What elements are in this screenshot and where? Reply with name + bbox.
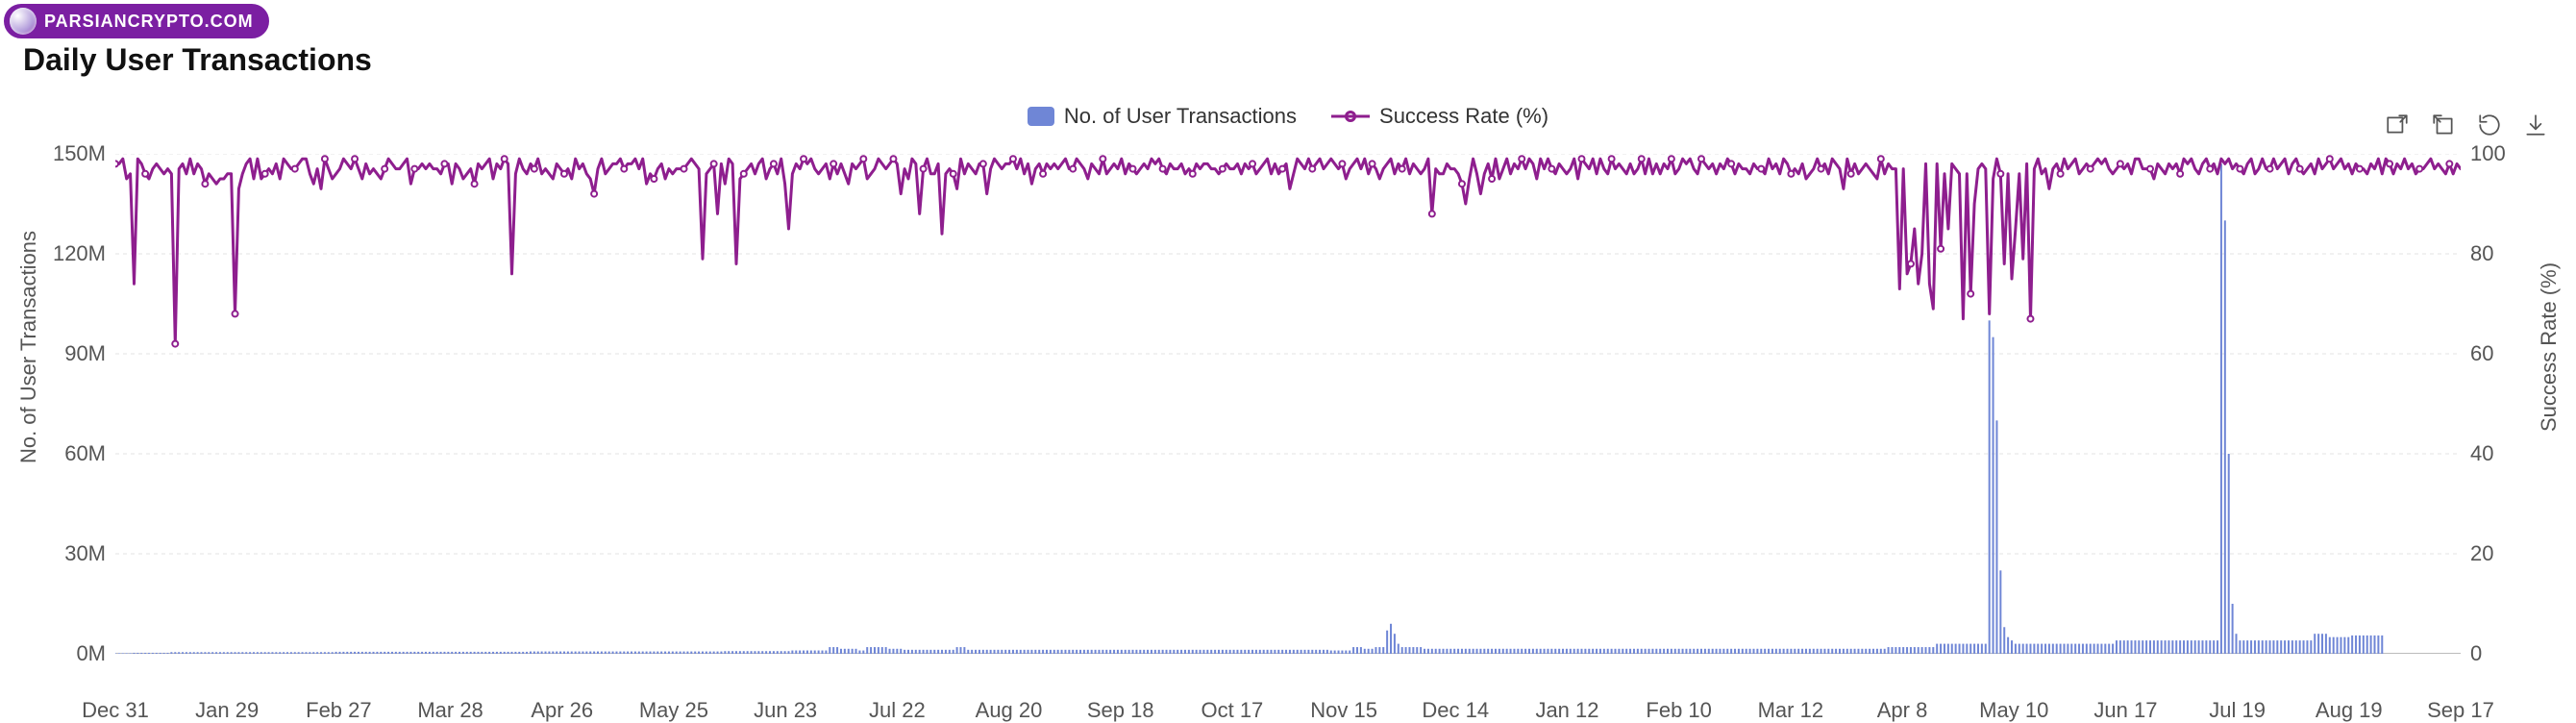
- x-tick: Feb 10: [1646, 698, 1712, 723]
- legend-swatch-line: [1331, 107, 1370, 126]
- x-tick: Jan 29: [195, 698, 259, 723]
- x-tick: Apr 8: [1877, 698, 1928, 723]
- y-right-tick: 60: [2470, 341, 2493, 366]
- legend-swatch-bar: [1028, 107, 1054, 126]
- y-right-tick: 80: [2470, 241, 2493, 266]
- y-right-tick: 20: [2470, 541, 2493, 566]
- x-tick: Dec 14: [1422, 698, 1489, 723]
- x-tick: Aug 19: [2316, 698, 2383, 723]
- bar-series: [115, 163, 2383, 654]
- x-tick: Jul 22: [869, 698, 926, 723]
- chart-svg: [115, 154, 2461, 654]
- watermark-text: PARSIANCRYPTO.COM: [44, 12, 254, 32]
- download-icon[interactable]: [2522, 112, 2549, 138]
- y-left-tick: 90M: [29, 341, 106, 366]
- chart-legend: No. of User Transactions Success Rate (%…: [0, 104, 2576, 129]
- legend-item-bar[interactable]: No. of User Transactions: [1028, 104, 1297, 129]
- refresh-icon[interactable]: [2476, 112, 2503, 138]
- zoom-reset-icon[interactable]: [2430, 112, 2457, 138]
- x-tick: Mar 12: [1758, 698, 1823, 723]
- y-left-tick: 150M: [29, 141, 106, 166]
- x-tick: Aug 20: [976, 698, 1043, 723]
- y-left-tick: 60M: [29, 441, 106, 466]
- x-tick: Jul 19: [2209, 698, 2266, 723]
- y-left-tick: 0M: [29, 641, 106, 666]
- x-tick: Nov 15: [1310, 698, 1377, 723]
- legend-label-bar: No. of User Transactions: [1064, 104, 1297, 129]
- x-tick: Oct 17: [1201, 698, 1263, 723]
- x-tick: Sep 18: [1087, 698, 1154, 723]
- line-series: [115, 159, 2461, 343]
- chart-plot: 0M30M60M90M120M150M 020406080100 Dec 31J…: [115, 154, 2461, 654]
- y-right-tick: 0: [2470, 641, 2482, 666]
- legend-item-line[interactable]: Success Rate (%): [1331, 104, 1548, 129]
- y-right-tick: 40: [2470, 441, 2493, 466]
- line-markers: [115, 156, 2452, 346]
- y-right-tick: 100: [2470, 141, 2506, 166]
- y-left-tick: 30M: [29, 541, 106, 566]
- x-tick: Jun 23: [754, 698, 817, 723]
- y-left-tick: 120M: [29, 241, 106, 266]
- watermark-badge: PARSIANCRYPTO.COM: [4, 4, 269, 38]
- x-tick: Apr 26: [531, 698, 593, 723]
- globe-icon: [10, 8, 37, 35]
- x-tick: May 10: [1979, 698, 2048, 723]
- chart-toolbar: [2384, 112, 2549, 138]
- x-tick: Jan 12: [1535, 698, 1598, 723]
- zoom-area-icon[interactable]: [2384, 112, 2411, 138]
- x-tick: Jun 17: [2093, 698, 2157, 723]
- y-right-axis-label: Success Rate (%): [2537, 262, 2562, 432]
- x-tick: Mar 28: [417, 698, 483, 723]
- x-tick: Sep 17: [2427, 698, 2494, 723]
- x-tick: May 25: [639, 698, 708, 723]
- x-tick: Dec 31: [82, 698, 149, 723]
- x-tick: Feb 27: [306, 698, 372, 723]
- page-title: Daily User Transactions: [23, 42, 372, 78]
- legend-label-line: Success Rate (%): [1379, 104, 1548, 129]
